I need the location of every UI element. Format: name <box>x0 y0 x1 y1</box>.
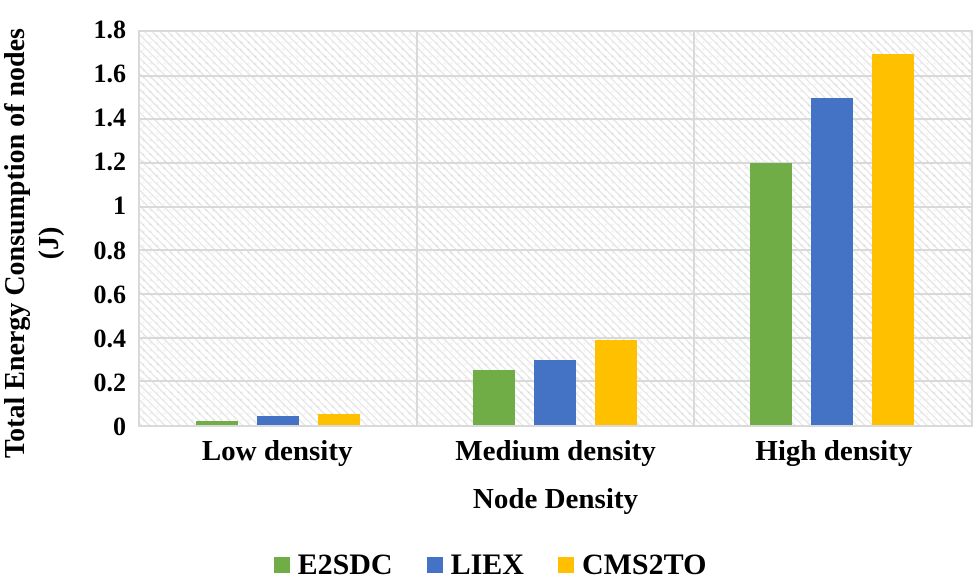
y-tick-label: 1.8 <box>93 15 127 44</box>
y-tick-label: 0.2 <box>93 367 127 397</box>
y-tick-label: 1.6 <box>93 59 127 89</box>
x-label-low-density: Low density <box>201 435 353 467</box>
gridline-category-separator <box>415 32 418 425</box>
gridline-y-1.2 <box>140 161 971 164</box>
bar-group-low-density <box>140 32 417 425</box>
gridline-y-1 <box>140 205 971 208</box>
legend-item-cms2to: CMS2TO <box>557 548 707 581</box>
gridline-y-0.4 <box>140 336 971 339</box>
legend: E2SDC LIEX CMS2TO <box>0 549 980 581</box>
legend-label-e2sdc: E2SDC <box>297 548 393 581</box>
gridline-category-separator <box>692 32 695 425</box>
x-label-medium-density: Medium density <box>455 435 656 467</box>
legend-item-liex: LIEX <box>426 548 524 581</box>
plot-area <box>138 30 973 427</box>
bar-cms2to-low-density <box>318 414 361 425</box>
legend-swatch-liex <box>426 557 443 573</box>
bar-cms2to-medium-density <box>595 339 638 425</box>
legend-label-cms2to: CMS2TO <box>581 548 707 581</box>
legend-item-e2sdc: E2SDC <box>273 548 393 581</box>
legend-label-liex: LIEX <box>450 548 524 581</box>
bar-liex-medium-density <box>534 359 577 425</box>
gridline-y-0.8 <box>140 249 971 252</box>
bar-liex-high-density <box>811 97 854 425</box>
bar-cms2to-high-density <box>872 53 915 425</box>
y-tick-label: 1.2 <box>93 147 127 177</box>
gridline-y-1.4 <box>140 118 971 121</box>
bar-group-high-density <box>694 32 971 425</box>
gridline-y-1.6 <box>140 74 971 77</box>
y-tick-label: 0.4 <box>93 323 127 353</box>
y-tick-label: 0 <box>113 412 126 441</box>
y-tick-label: 1.4 <box>93 103 127 133</box>
y-tick-label: 1 <box>113 191 126 221</box>
y-tick-label: 0.6 <box>93 279 127 309</box>
x-label-high-density: High density <box>755 435 913 467</box>
bar-e2sdc-medium-density <box>473 370 516 425</box>
legend-swatch-cms2to <box>557 557 574 573</box>
bar-e2sdc-high-density <box>750 163 793 425</box>
y-tick-label: 0.8 <box>93 235 127 265</box>
bar-liex-low-density <box>257 416 300 425</box>
bar-group-medium-density <box>417 32 694 425</box>
legend-swatch-e2sdc <box>273 557 290 573</box>
bar-e2sdc-low-density <box>196 420 239 425</box>
x-axis-title: Node Density <box>472 483 639 515</box>
gridline-y-0.6 <box>140 292 971 295</box>
